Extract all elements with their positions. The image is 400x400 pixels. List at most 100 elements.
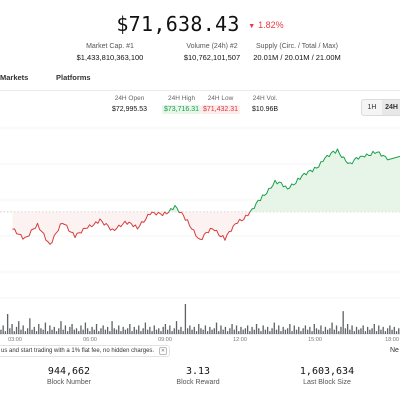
price-line-down [12, 211, 170, 245]
block-reward-label: Block Reward [176, 379, 220, 386]
volume-bar [304, 325, 307, 334]
volume-bar [344, 328, 347, 334]
ticker-vol: 24H Vol. $10.96B [250, 95, 280, 114]
tab-markets[interactable]: Markets [0, 73, 29, 82]
ticker-high-label: 24H High [167, 95, 196, 102]
tab-platforms[interactable]: Platforms [56, 73, 91, 82]
market-cap-value: $1,433,810,363,100 [76, 53, 144, 62]
volume-bar [289, 324, 291, 334]
ticker-low: 24H Low $71,432.31 [201, 95, 241, 114]
volume-bar [271, 328, 273, 334]
volume-bar [280, 331, 282, 334]
volume-bar [238, 331, 240, 334]
volume-bar [391, 329, 393, 334]
ticker-vol-value: $10.96B [252, 106, 279, 113]
ticker-low-value: $71,432.31 [201, 105, 241, 114]
volume-bar [335, 325, 338, 334]
volume-bar [313, 324, 315, 334]
down-arrow-icon: ▼ [248, 23, 256, 30]
volume-bar [20, 329, 22, 334]
volume-bar [38, 324, 40, 334]
volume-bar [284, 329, 287, 334]
volume-bar [213, 328, 215, 334]
volume-bar [118, 325, 120, 334]
volume-bar [218, 331, 220, 334]
supply-value: 20.01M / 20.01M / 21.00M [253, 53, 341, 62]
x-tick-label: 12:00 [233, 337, 247, 343]
volume-bar [224, 326, 227, 334]
volume-bar [122, 326, 124, 334]
volume-bar [233, 329, 235, 334]
price-header: $71,638.43 ▼ 1.82% [0, 12, 400, 36]
volume-bar [46, 331, 49, 334]
close-icon[interactable]: ✕ [159, 347, 167, 355]
volume-bar [26, 328, 29, 334]
volume-bar [91, 326, 93, 334]
price-line-up [249, 148, 400, 213]
range-24h-button[interactable]: 24H [382, 100, 400, 115]
volume-bar [324, 326, 327, 334]
next-label[interactable]: Ne [390, 347, 399, 354]
volume-bar [144, 322, 147, 334]
x-tick-label: 09:00 [158, 337, 172, 343]
volume-bar [129, 324, 131, 334]
volume-bar [315, 328, 318, 334]
volume-bar [382, 326, 384, 334]
volume-bar [29, 318, 31, 334]
volume-bar [24, 331, 27, 334]
volume-bar [191, 329, 193, 334]
volume-bar [82, 329, 84, 334]
price-change: ▼ 1.82% [248, 20, 283, 30]
volume-bar [255, 324, 258, 334]
volume-bar [111, 321, 113, 334]
volume-bar [104, 329, 107, 334]
volume-stat: Volume (24h) #2 $10,762,101,507 [147, 43, 277, 62]
volume-bar [4, 331, 7, 334]
volume-bar [75, 328, 78, 334]
volume-bar [275, 329, 278, 334]
volume-bar [329, 328, 331, 334]
volume-bar [222, 329, 224, 334]
volume-bar [251, 326, 253, 334]
volume-bar [98, 331, 100, 334]
volume-bar [398, 328, 400, 334]
volume-bar [369, 329, 371, 334]
volume-bar [380, 329, 382, 334]
volume-bar [322, 331, 324, 334]
volume-bar [84, 322, 87, 334]
volume-bar [173, 328, 175, 334]
volume-bar [171, 331, 173, 334]
volume-bar [102, 325, 104, 334]
volume-bars [0, 304, 400, 334]
volume-bar [311, 331, 313, 334]
volume-bar [346, 324, 349, 334]
volume-bar [60, 321, 62, 334]
volume-bar [215, 322, 218, 334]
volume-bar [64, 325, 67, 334]
volume-bar [249, 331, 251, 334]
volume-bar [80, 325, 82, 334]
price-area-down [12, 211, 169, 245]
volume-bar [360, 328, 362, 334]
time-range-toggle: 1H 24H [361, 99, 400, 116]
volume-bar [320, 325, 322, 334]
price-chart[interactable]: 03:00 06:00 09:00 12:00 15:00 18:00 [0, 126, 400, 344]
block-number-stat: 944,662 Block Number [9, 366, 129, 386]
volume-bar [240, 326, 242, 334]
current-price: $71,638.43 [116, 12, 240, 36]
x-tick-label: 03:00 [8, 337, 22, 343]
volume-bar [22, 325, 24, 334]
volume-bar [264, 329, 267, 334]
range-1h-button[interactable]: 1H [367, 104, 377, 111]
volume-bar [266, 326, 269, 334]
volume-bar [66, 331, 69, 334]
section-tabs: Markets Platforms [0, 73, 400, 91]
volume-bar [175, 321, 178, 334]
volume-bar [386, 328, 389, 334]
price-area-up [250, 149, 400, 212]
ticker-vol-label: 24H Vol. [252, 95, 278, 102]
volume-bar [246, 325, 249, 334]
volume-bar [15, 326, 18, 334]
promo-banner[interactable]: us and start trading with a 1% flat fee,… [0, 345, 170, 357]
volume-bar [242, 329, 244, 334]
